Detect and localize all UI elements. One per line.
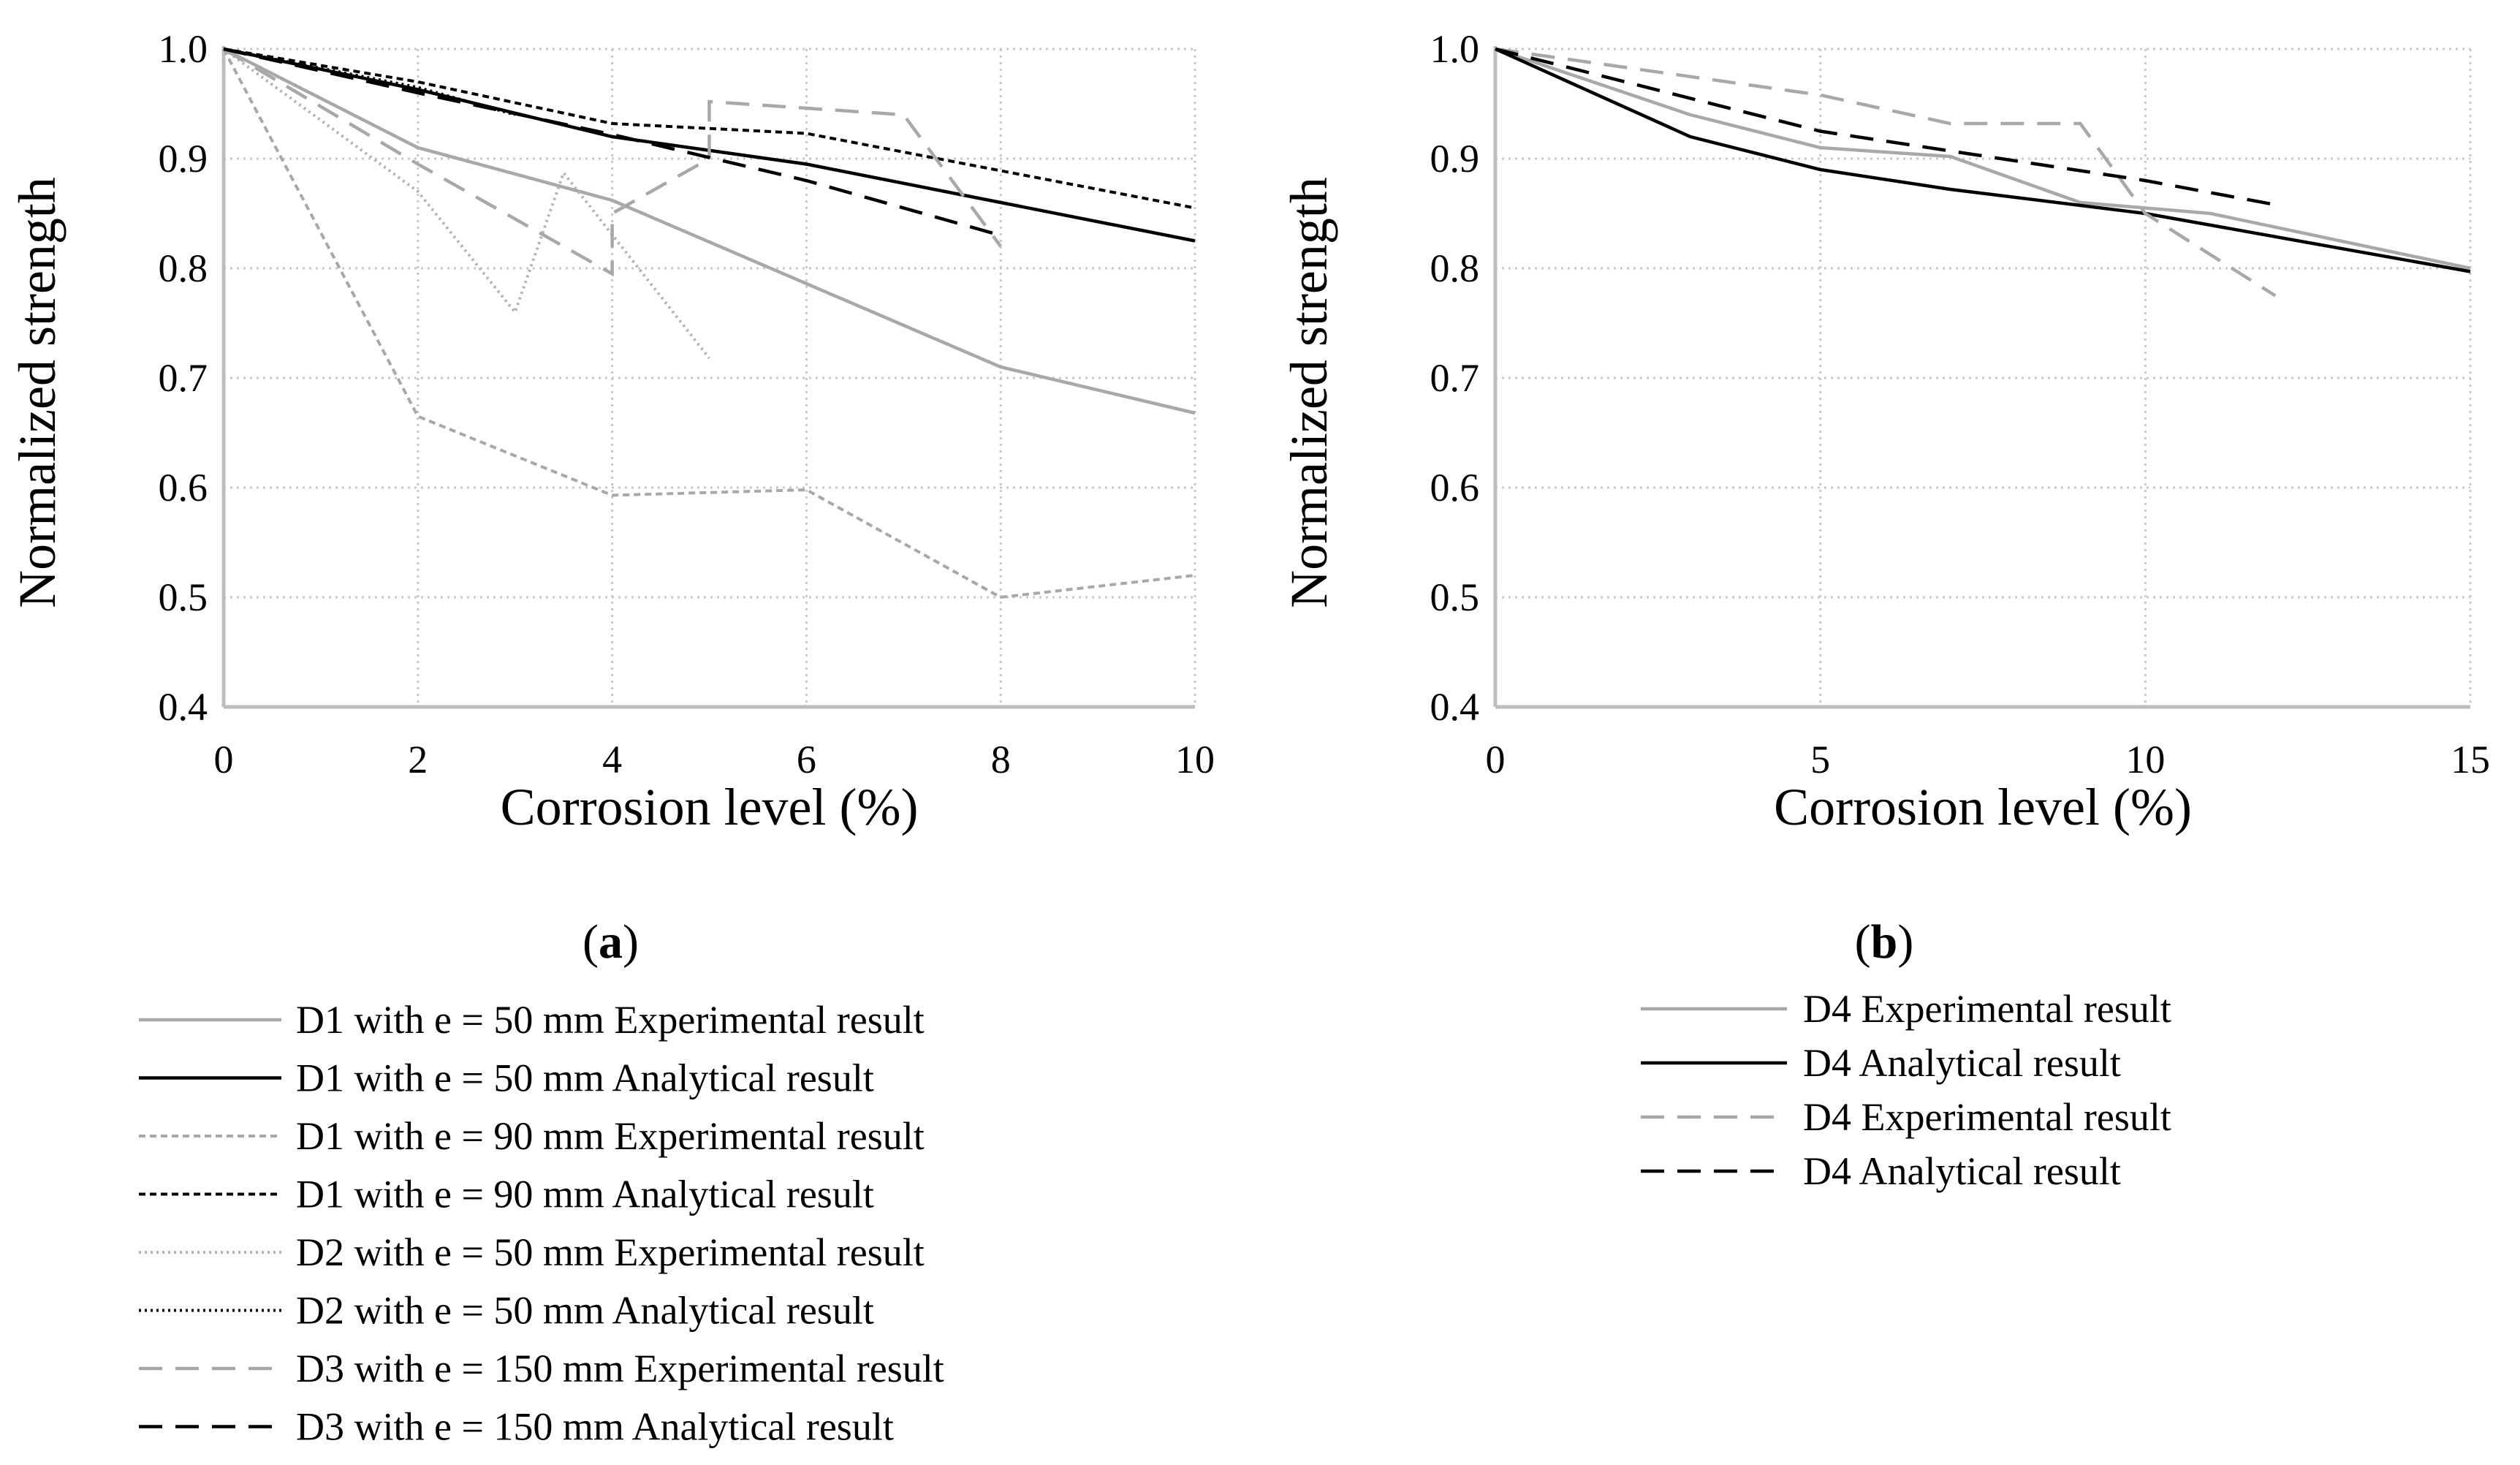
series-line-3: [222, 48, 1196, 599]
series-line-1: [1495, 47, 2471, 270]
legend-label-1: D1 with e = 50 mm Experimental result: [296, 998, 925, 1042]
legend-label-2: D1 with e = 50 mm Analytical result: [296, 1056, 874, 1100]
y-tick-label: 0.7: [1430, 356, 1480, 400]
legend-label-8: D3 with e = 150 mm Analytical result: [296, 1405, 894, 1449]
gridlines: [1495, 48, 2472, 707]
series-line-2: [1495, 47, 2471, 273]
y-tick-label: 0.8: [1430, 246, 1480, 290]
y-tick-label: 0.4: [1430, 685, 1480, 729]
panel-label-close: ): [1897, 915, 1913, 969]
legend-label-5: D2 with e = 50 mm Experimental result: [296, 1230, 925, 1274]
legend: D4 Experimental result D4 Analytical resu…: [1641, 987, 2171, 1193]
series-line-4: [223, 48, 1196, 210]
legend-label-3: D1 with e = 90 mm Experimental result: [296, 1114, 925, 1158]
series-lines: [1495, 47, 2471, 298]
x-tick-label: 0: [1486, 738, 1506, 781]
series-line-8: [223, 47, 1001, 238]
y-tick-label: 0.6: [159, 466, 208, 510]
chart-panel-b: 0.4 0.5 0.6 0.7 0.8 0.9 1.0 0 5 10 15 Corrosion lev…: [1280, 27, 2490, 1193]
legend-label-6: D2 with e = 50 mm Analytical result: [296, 1289, 874, 1333]
y-tick-label: 0.9: [159, 137, 208, 181]
y-tick-label: 0.6: [1430, 466, 1480, 510]
panel-label-open: (: [1855, 915, 1871, 969]
panel-label-open: (: [582, 915, 599, 969]
series-line-4: [1495, 47, 2276, 207]
y-tick-label: 0.8: [159, 246, 208, 290]
series-line-7: [222, 48, 1003, 277]
x-tick-label: 0: [214, 738, 234, 781]
legend-label-1: D4 Experimental result: [1803, 987, 2171, 1031]
legend-label-4: D4 Analytical result: [1803, 1149, 2121, 1193]
x-tick-label: 15: [2451, 738, 2490, 781]
y-tick-label: 0.5: [1430, 575, 1480, 619]
x-tick-label: 2: [408, 738, 428, 781]
panel-label-letter: b: [1871, 915, 1898, 969]
x-tick-label: 5: [1810, 738, 1830, 781]
series-line-1: [222, 47, 1196, 415]
x-tick-label: 8: [991, 738, 1011, 781]
panel-label: (b): [1855, 915, 1914, 969]
x-tick-label: 10: [1175, 738, 1215, 781]
x-tick-label: 4: [602, 738, 622, 781]
y-axis-label: Normalized strength: [1280, 177, 1338, 608]
y-tick-label: 1.0: [1430, 27, 1480, 71]
chart-panel-a: 0.4 0.5 0.6 0.7 0.8 0.9 1.0 0 2 4 6 8 10 Corrosion le…: [8, 27, 1215, 1449]
legend-label-2: D4 Analytical result: [1803, 1041, 2121, 1085]
series-line-3: [1495, 47, 2277, 298]
legend-label-7: D3 with e = 150 mm Experimental result: [296, 1347, 944, 1390]
x-tick-label: 6: [797, 738, 816, 781]
panel-label: (a): [582, 915, 639, 969]
y-tick-label: 0.9: [1430, 137, 1480, 181]
y-tick-label: 0.4: [159, 685, 208, 729]
y-tick-label: 0.7: [159, 356, 208, 400]
legend: D1 with e = 50 mm Experimental result D1 …: [139, 998, 944, 1449]
x-tick-label: 10: [2125, 738, 2165, 781]
series-line-5: [222, 48, 711, 360]
x-axis-label: Corrosion level (%): [501, 778, 919, 836]
panel-label-close: ): [623, 915, 639, 969]
legend-label-3: D4 Experimental result: [1803, 1095, 2171, 1139]
series-lines: [222, 47, 1196, 599]
y-tick-label: 0.5: [159, 575, 208, 619]
y-axis-label: Normalized strength: [8, 177, 67, 608]
x-axis-label: Corrosion level (%): [1774, 778, 2192, 836]
legend-label-4: D1 with e = 90 mm Analytical result: [296, 1173, 874, 1216]
y-tick-label: 1.0: [159, 27, 208, 71]
panel-label-letter: a: [599, 915, 623, 969]
